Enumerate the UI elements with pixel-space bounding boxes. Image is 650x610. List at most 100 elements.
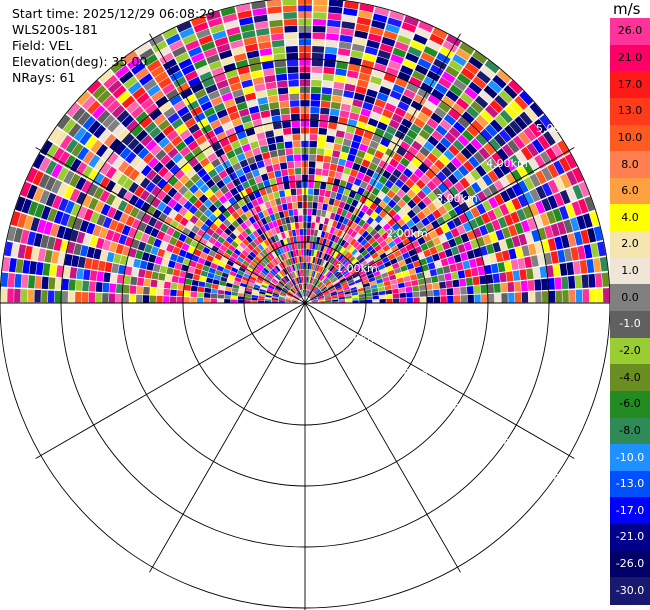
range-gate-cell [190, 173, 201, 184]
range-gate-cell [252, 7, 267, 17]
range-gate-cell [73, 243, 83, 256]
range-gate-cell [285, 301, 292, 303]
range-gate-cell [204, 287, 212, 293]
range-gate-cell [379, 115, 391, 125]
range-gate-cell [349, 238, 357, 246]
range-gate-cell [516, 208, 527, 222]
range-gate-cell [280, 269, 287, 276]
range-gate-cell [202, 246, 211, 255]
range-gate-cell [175, 239, 184, 249]
range-gate-cell [324, 297, 332, 300]
range-gate-cell [289, 289, 295, 295]
range-gate-cell [315, 216, 321, 223]
range-gate-cell [275, 198, 282, 206]
range-gate-cell [312, 46, 325, 53]
range-gate-cell [271, 251, 277, 258]
range-gate-cell [339, 110, 350, 119]
range-gate-cell [244, 149, 254, 159]
range-gate-cell [256, 236, 264, 244]
range-gate-cell [426, 152, 438, 164]
range-gate-cell [582, 289, 590, 303]
range-gate-cell [249, 251, 257, 259]
range-gate-cell [374, 206, 383, 215]
velocity-colorbar: 26.0 21.0 17.0 13.0 10.0 8.0 6.0 4.0 2.0 1.0 0.0 -1… [610, 18, 650, 605]
range-gate-cell [318, 283, 325, 289]
colorbar-swatch [610, 497, 650, 525]
range-gate-cell [197, 286, 205, 293]
colorbar-swatch [610, 44, 650, 72]
range-gate-cell [197, 292, 204, 298]
range-gate-cell [292, 140, 301, 148]
range-gate-cell [342, 284, 349, 289]
range-gate-cell [307, 291, 312, 298]
range-gate-cell [266, 136, 276, 145]
range-gate-cell [322, 268, 328, 275]
range-gate-cell [267, 229, 274, 238]
range-gate-cell [329, 288, 336, 293]
range-gate-cell [447, 173, 459, 185]
range-gate-cell [306, 290, 310, 297]
range-gate-cell [362, 174, 372, 184]
range-gate-cell [321, 287, 328, 293]
range-gate-cell [435, 142, 447, 154]
range-gate-cell [285, 283, 292, 289]
range-gate-cell [492, 241, 502, 253]
range-gate-cell [308, 174, 315, 182]
range-gate-cell [207, 272, 215, 279]
range-gate-cell [264, 301, 272, 303]
range-gate-cell [376, 121, 388, 131]
range-gate-cell [322, 245, 328, 253]
range-gate-cell [470, 239, 479, 249]
range-gate-cell [228, 134, 239, 144]
range-gate-cell [396, 241, 405, 250]
range-gate-cell [333, 178, 341, 186]
range-gate-cell [484, 59, 500, 74]
range-gate-cell [254, 21, 269, 30]
range-gate-cell [291, 257, 296, 264]
range-gate-cell [436, 267, 444, 275]
range-gate-cell [520, 280, 528, 292]
range-gate-cell [401, 194, 412, 204]
range-gate-cell [183, 94, 197, 106]
range-gate-cell [326, 135, 335, 143]
range-gate-cell [353, 276, 361, 282]
range-gate-cell [423, 76, 437, 88]
range-gate-cell [279, 294, 286, 298]
range-gate-cell [402, 204, 412, 214]
range-gate-cell [170, 289, 177, 297]
range-gate-cell [255, 265, 263, 272]
range-gate-cell [56, 225, 66, 239]
range-gate-cell [135, 210, 146, 221]
range-gate-cell [237, 199, 246, 208]
range-gate-cell [383, 280, 391, 287]
range-gate-cell [512, 270, 521, 281]
range-gate-cell [285, 46, 298, 53]
range-gate-cell [336, 229, 343, 238]
range-gate-cell [201, 41, 216, 52]
range-gate-cell [121, 95, 136, 109]
range-gate-cell [181, 227, 191, 236]
range-gate-cell [45, 192, 57, 207]
range-gate-cell [379, 43, 394, 54]
range-gate-cell [225, 127, 236, 138]
range-gate-cell [441, 241, 451, 251]
range-gate-cell [456, 73, 471, 86]
range-gate-cell [474, 215, 485, 227]
range-gate-cell [470, 267, 479, 277]
range-gate-cell [259, 251, 266, 259]
range-gate-cell [402, 58, 417, 70]
range-gate-cell [534, 118, 548, 134]
range-gate-cell [379, 252, 388, 260]
range-gate-cell [96, 214, 107, 226]
range-gate-cell [432, 282, 440, 290]
range-gate-cell [293, 215, 299, 223]
range-gate-cell [526, 268, 534, 280]
range-gate-cell [187, 230, 197, 240]
range-gate-cell [361, 159, 371, 168]
range-gate-cell [267, 192, 275, 201]
range-gate-cell [324, 296, 332, 299]
range-gate-cell [327, 19, 341, 28]
range-gate-cell [581, 274, 589, 288]
range-gate-cell [348, 281, 356, 287]
range-gate-cell [286, 282, 292, 289]
